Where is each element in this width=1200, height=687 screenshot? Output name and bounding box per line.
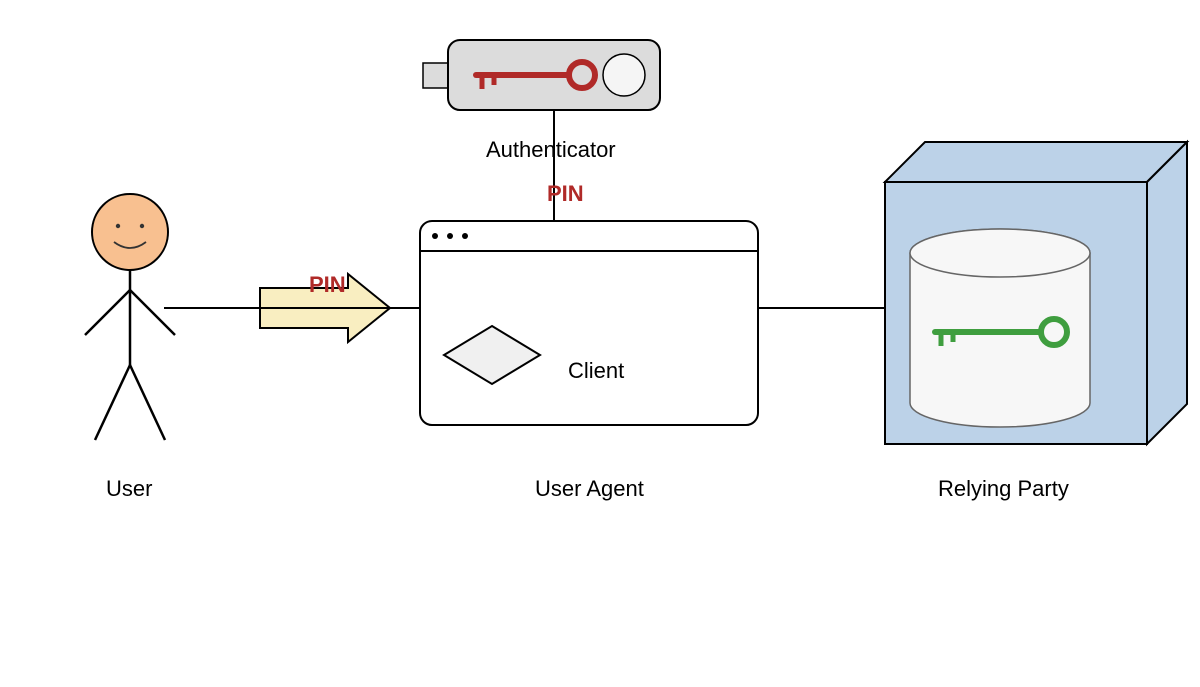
user-label: User [106, 476, 152, 502]
database-cylinder [910, 229, 1090, 427]
user-agent-label: User Agent [535, 476, 644, 502]
authenticator-device [423, 40, 660, 110]
pin-label-arrow: PIN [309, 272, 346, 298]
pin-label-connector: PIN [547, 181, 584, 207]
relying-party-label: Relying Party [938, 476, 1069, 502]
relying-party-box [885, 142, 1187, 444]
user-figure [85, 194, 175, 440]
user-agent-box [420, 221, 758, 425]
client-label: Client [568, 358, 624, 384]
authenticator-label: Authenticator [486, 137, 616, 163]
diagram-canvas: PIN PIN Authenticator User User Agent Cl… [0, 0, 1200, 687]
